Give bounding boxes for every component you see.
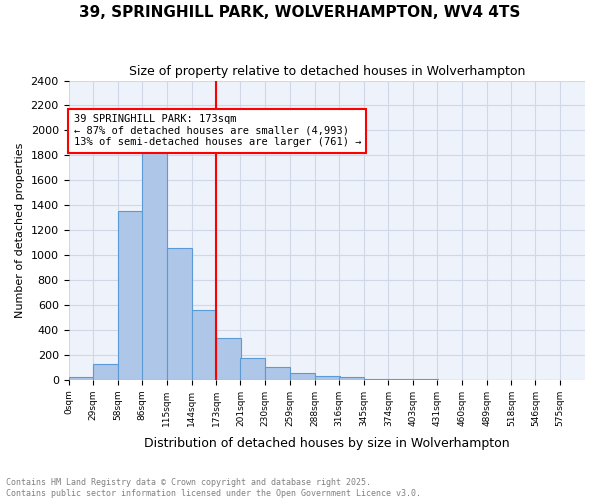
Bar bbox=[142, 142, 167, 380]
Bar bbox=[241, 358, 265, 380]
Title: Size of property relative to detached houses in Wolverhampton: Size of property relative to detached ho… bbox=[128, 65, 525, 78]
Bar bbox=[68, 378, 94, 380]
Bar bbox=[217, 338, 241, 380]
Bar bbox=[94, 364, 118, 380]
Bar bbox=[388, 379, 413, 380]
X-axis label: Distribution of detached houses by size in Wolverhampton: Distribution of detached houses by size … bbox=[144, 437, 509, 450]
Bar bbox=[315, 376, 340, 380]
Bar bbox=[290, 372, 315, 380]
Bar bbox=[167, 248, 191, 380]
Y-axis label: Number of detached properties: Number of detached properties bbox=[15, 142, 25, 318]
Bar bbox=[118, 211, 143, 380]
Text: 39, SPRINGHILL PARK, WOLVERHAMPTON, WV4 4TS: 39, SPRINGHILL PARK, WOLVERHAMPTON, WV4 … bbox=[79, 5, 521, 20]
Bar bbox=[364, 378, 388, 380]
Bar bbox=[191, 310, 217, 380]
Bar bbox=[339, 377, 364, 380]
Text: 39 SPRINGHILL PARK: 173sqm
← 87% of detached houses are smaller (4,993)
13% of s: 39 SPRINGHILL PARK: 173sqm ← 87% of deta… bbox=[74, 114, 361, 148]
Text: Contains HM Land Registry data © Crown copyright and database right 2025.
Contai: Contains HM Land Registry data © Crown c… bbox=[6, 478, 421, 498]
Bar bbox=[265, 366, 290, 380]
